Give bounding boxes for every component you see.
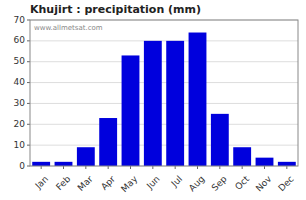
- x-tick-label: Sep: [210, 174, 229, 193]
- x-tick-label: Oct: [233, 174, 251, 192]
- axes: 0 10 20 30 40 50 60 70 JanFebMarAprMayJun JulAugS…: [14, 15, 296, 195]
- x-tick-label: Jul: [169, 174, 184, 189]
- bar: [166, 41, 184, 166]
- grid-line: [30, 82, 298, 83]
- x-tick-label: Feb: [54, 174, 73, 193]
- x-tick-label: Apr: [99, 174, 117, 192]
- bars: [32, 33, 296, 166]
- bar: [256, 158, 274, 166]
- y-tick-label: 70: [14, 15, 26, 25]
- x-tick-label: Jan: [33, 174, 51, 192]
- grid-line: [30, 61, 298, 62]
- bar: [99, 118, 117, 166]
- x-tick-label: Jun: [144, 174, 162, 192]
- bar: [278, 162, 296, 166]
- bar: [77, 147, 95, 166]
- x-tick-label: Aug: [187, 174, 207, 194]
- grid-line: [30, 145, 298, 146]
- y-tick-label: 40: [14, 77, 26, 87]
- chart: 0 10 20 30 40 50 60 70 JanFebMarAprMayJun JulAugS…: [0, 0, 306, 200]
- bar: [122, 55, 140, 166]
- bar: [233, 147, 251, 166]
- x-tick-label: Dec: [276, 174, 295, 193]
- y-tick-label: 60: [14, 35, 26, 45]
- bar: [32, 162, 50, 166]
- bar: [211, 114, 229, 166]
- y-tick-label: 50: [14, 56, 26, 66]
- bar: [144, 41, 162, 166]
- y-tick-label: 10: [14, 140, 26, 150]
- grid-line: [30, 40, 298, 41]
- y-tick-label: 20: [14, 119, 26, 129]
- y-tick-label: 30: [14, 98, 26, 108]
- bar: [189, 33, 207, 166]
- grid-line: [30, 103, 298, 104]
- y-tick-label: 0: [19, 161, 25, 171]
- plot-area: [30, 20, 298, 166]
- grid-line: [30, 124, 298, 125]
- title: Khujirt : precipitation (mm): [30, 3, 201, 16]
- bar: [55, 162, 73, 166]
- grid: [30, 20, 298, 166]
- x-tick-label: Nov: [254, 173, 274, 193]
- x-tick-label: Mar: [76, 174, 95, 193]
- watermark: www.allmetsat.com: [34, 24, 103, 32]
- plot-frame: [30, 20, 298, 166]
- x-tick-label: May: [119, 173, 140, 194]
